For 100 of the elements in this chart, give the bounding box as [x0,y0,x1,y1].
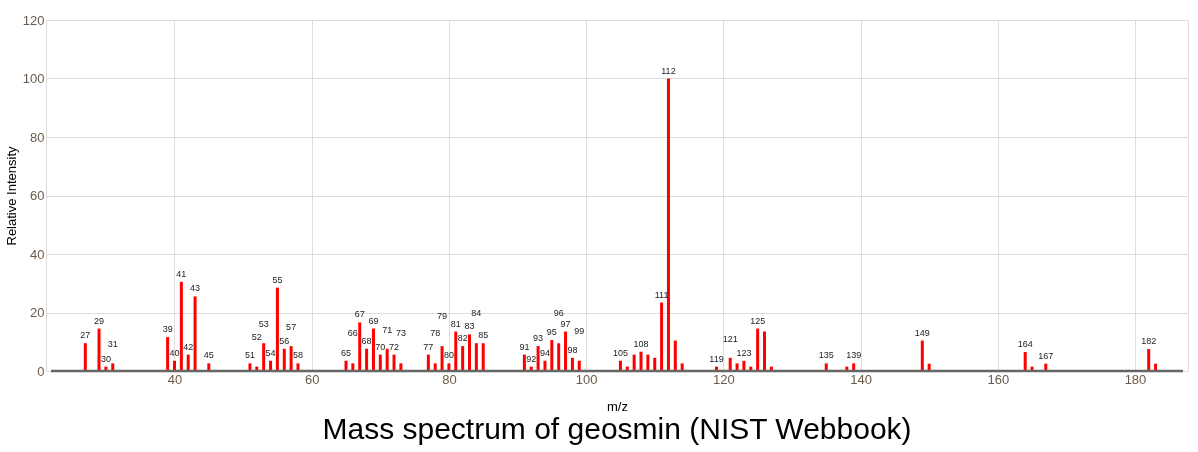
annotation: 112 [661,65,676,76]
bar [639,351,643,371]
bar [289,346,293,371]
annotation: 108 [633,338,649,349]
bar [378,354,382,371]
bar [399,363,403,371]
bar [365,348,369,371]
annotation: 45 [203,350,214,361]
bar [522,354,526,371]
bar [653,357,657,371]
annotation: 121 [722,333,738,344]
annotation: 119 [709,353,724,364]
annotation: 83 [464,321,475,332]
bar [282,348,286,371]
annotation: 55 [272,274,283,285]
bar [1023,351,1027,371]
annotation: 105 [612,347,628,358]
bar [660,302,664,371]
annotation: 54 [265,347,276,358]
annotation: 72 [389,341,400,352]
bar [262,343,266,371]
annotation: 31 [107,339,118,350]
annotation: 56 [279,335,290,346]
bar [186,354,190,371]
bar [680,363,684,371]
x-tick-label: 100 [575,371,598,387]
annotation: 97 [560,318,571,329]
bar [447,363,451,371]
annotation: 52 [251,331,262,342]
annotation: 91 [519,341,530,352]
annotation: 98 [567,344,578,355]
annotation: 66 [347,328,358,339]
bar [358,322,362,371]
bar [852,363,856,371]
y-tick-label: 100 [22,71,45,86]
annotation: 80 [443,350,454,361]
bar [728,357,732,371]
bar [351,363,355,371]
annotation: 65 [341,347,352,358]
annotation: 29 [94,315,105,326]
annotation: 81 [450,318,461,329]
annotation: 43 [190,283,201,294]
bar [83,343,87,371]
bar [646,354,650,371]
annotation: 71 [382,324,393,335]
bar [481,343,485,371]
annotation: 167 [1038,350,1054,361]
annotation: 79 [437,311,448,322]
annotation: 51 [244,350,255,361]
bar [763,331,766,371]
bar [193,296,197,371]
annotation: 39 [162,324,173,335]
annotation: 67 [354,309,365,320]
bar [666,78,670,371]
annotation: 69 [368,315,379,326]
annotation: 135 [818,350,834,361]
annotation: 27 [80,330,91,341]
y-tick-label: 60 [30,188,45,203]
bar [824,363,828,371]
annotation: 182 [1141,336,1157,347]
annotation: 123 [736,347,752,358]
annotation: 125 [750,315,766,326]
bar [570,357,574,371]
annotation: 95 [546,326,557,337]
bar [433,363,437,371]
annotation: 70 [375,341,386,352]
bar [248,363,252,371]
x-tick-label: 40 [167,371,183,387]
bar [920,340,924,371]
y-axis-title: Relative Intensity [3,146,19,246]
bar [275,287,279,371]
y-tick-label: 0 [37,363,45,379]
annotation: 99 [574,325,585,336]
annotation: 93 [533,333,544,344]
annotation: 73 [395,328,406,339]
annotation: 40 [169,347,180,358]
bar [564,331,568,371]
text: Mass spectrum of geosmin (NIST Webbook) [322,412,912,445]
annotation: 30 [100,353,111,364]
annotation: 78 [430,328,441,339]
annotation: 42 [183,341,194,352]
annotation: 139 [846,350,862,361]
bar [474,343,478,371]
bar [1147,349,1151,371]
bar [550,340,554,371]
bar [454,331,458,371]
bar [207,363,211,371]
bar [392,354,396,371]
annotation: 68 [361,335,372,346]
bar [111,363,115,371]
annotation: 53 [258,319,269,330]
bar [673,340,677,371]
bar [440,346,444,371]
bar [536,346,540,371]
annotation: 57 [286,322,297,333]
x-axis-title: m/z [607,398,628,414]
bar [632,354,636,371]
annotation: 82 [457,333,468,344]
bar [97,328,101,371]
bar [557,343,561,371]
